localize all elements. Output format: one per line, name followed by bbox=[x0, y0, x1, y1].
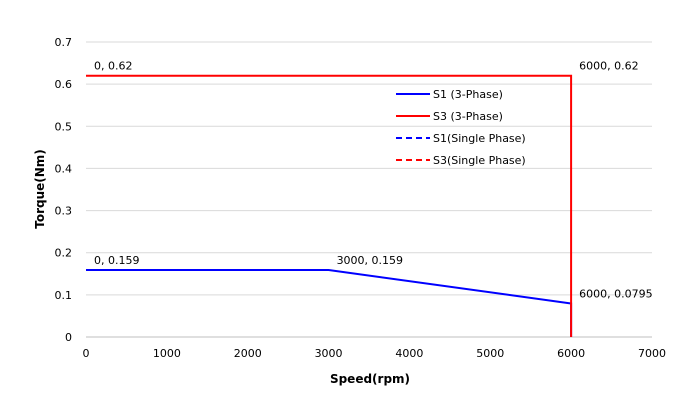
series-line bbox=[86, 74, 573, 337]
y-axis-label: Torque(Nm) bbox=[33, 149, 47, 229]
data-label: 6000, 0.62 bbox=[579, 60, 638, 73]
y-tick-label: 0.2 bbox=[55, 247, 73, 260]
legend-label: S1 (3-Phase) bbox=[433, 88, 503, 101]
data-annotations: 0, 0.62 6000, 0.62 0, 0.159 3000, 0.159 6000… bbox=[94, 60, 653, 301]
x-tick-label: 2000 bbox=[234, 347, 262, 360]
data-label: 0, 0.62 bbox=[94, 60, 132, 73]
x-tick-label: 5000 bbox=[476, 347, 504, 360]
x-tick-label: 1000 bbox=[153, 347, 181, 360]
y-tick-label: 0.3 bbox=[55, 205, 73, 218]
y-tick-label: 0.6 bbox=[55, 78, 73, 91]
legend-label: S3(Single Phase) bbox=[433, 154, 526, 167]
gridlines bbox=[86, 41, 652, 338]
legend-label: S1(Single Phase) bbox=[433, 132, 526, 145]
x-tick-label: 7000 bbox=[638, 347, 666, 360]
y-tick-label: 0.1 bbox=[55, 289, 73, 302]
legend-label: S3 (3-Phase) bbox=[433, 110, 503, 123]
legend: S1 (3-Phase) S3 (3-Phase) S1(Single Phase)… bbox=[396, 88, 526, 167]
series-line bbox=[86, 269, 573, 337]
x-tick-label: 4000 bbox=[395, 347, 423, 360]
y-tick-label: 0.7 bbox=[55, 36, 73, 49]
data-label: 0, 0.159 bbox=[94, 254, 139, 267]
data-label: 3000, 0.159 bbox=[337, 254, 403, 267]
x-tick-label: 0 bbox=[83, 347, 90, 360]
data-label: 6000, 0.0795 bbox=[579, 287, 652, 300]
axes: 0 0.1 0.2 0.3 0.4 0.5 0.6 0.7 0 1000 2000 3000 4000 5… bbox=[55, 36, 667, 360]
x-tick-label: 6000 bbox=[557, 347, 585, 360]
y-tick-label: 0.4 bbox=[55, 162, 73, 175]
y-tick-label: 0 bbox=[65, 331, 72, 344]
x-axis-label: Speed(rpm) bbox=[330, 372, 410, 386]
x-tick-label: 3000 bbox=[315, 347, 343, 360]
series-lines bbox=[86, 74, 573, 337]
y-tick-label: 0.5 bbox=[55, 120, 73, 133]
